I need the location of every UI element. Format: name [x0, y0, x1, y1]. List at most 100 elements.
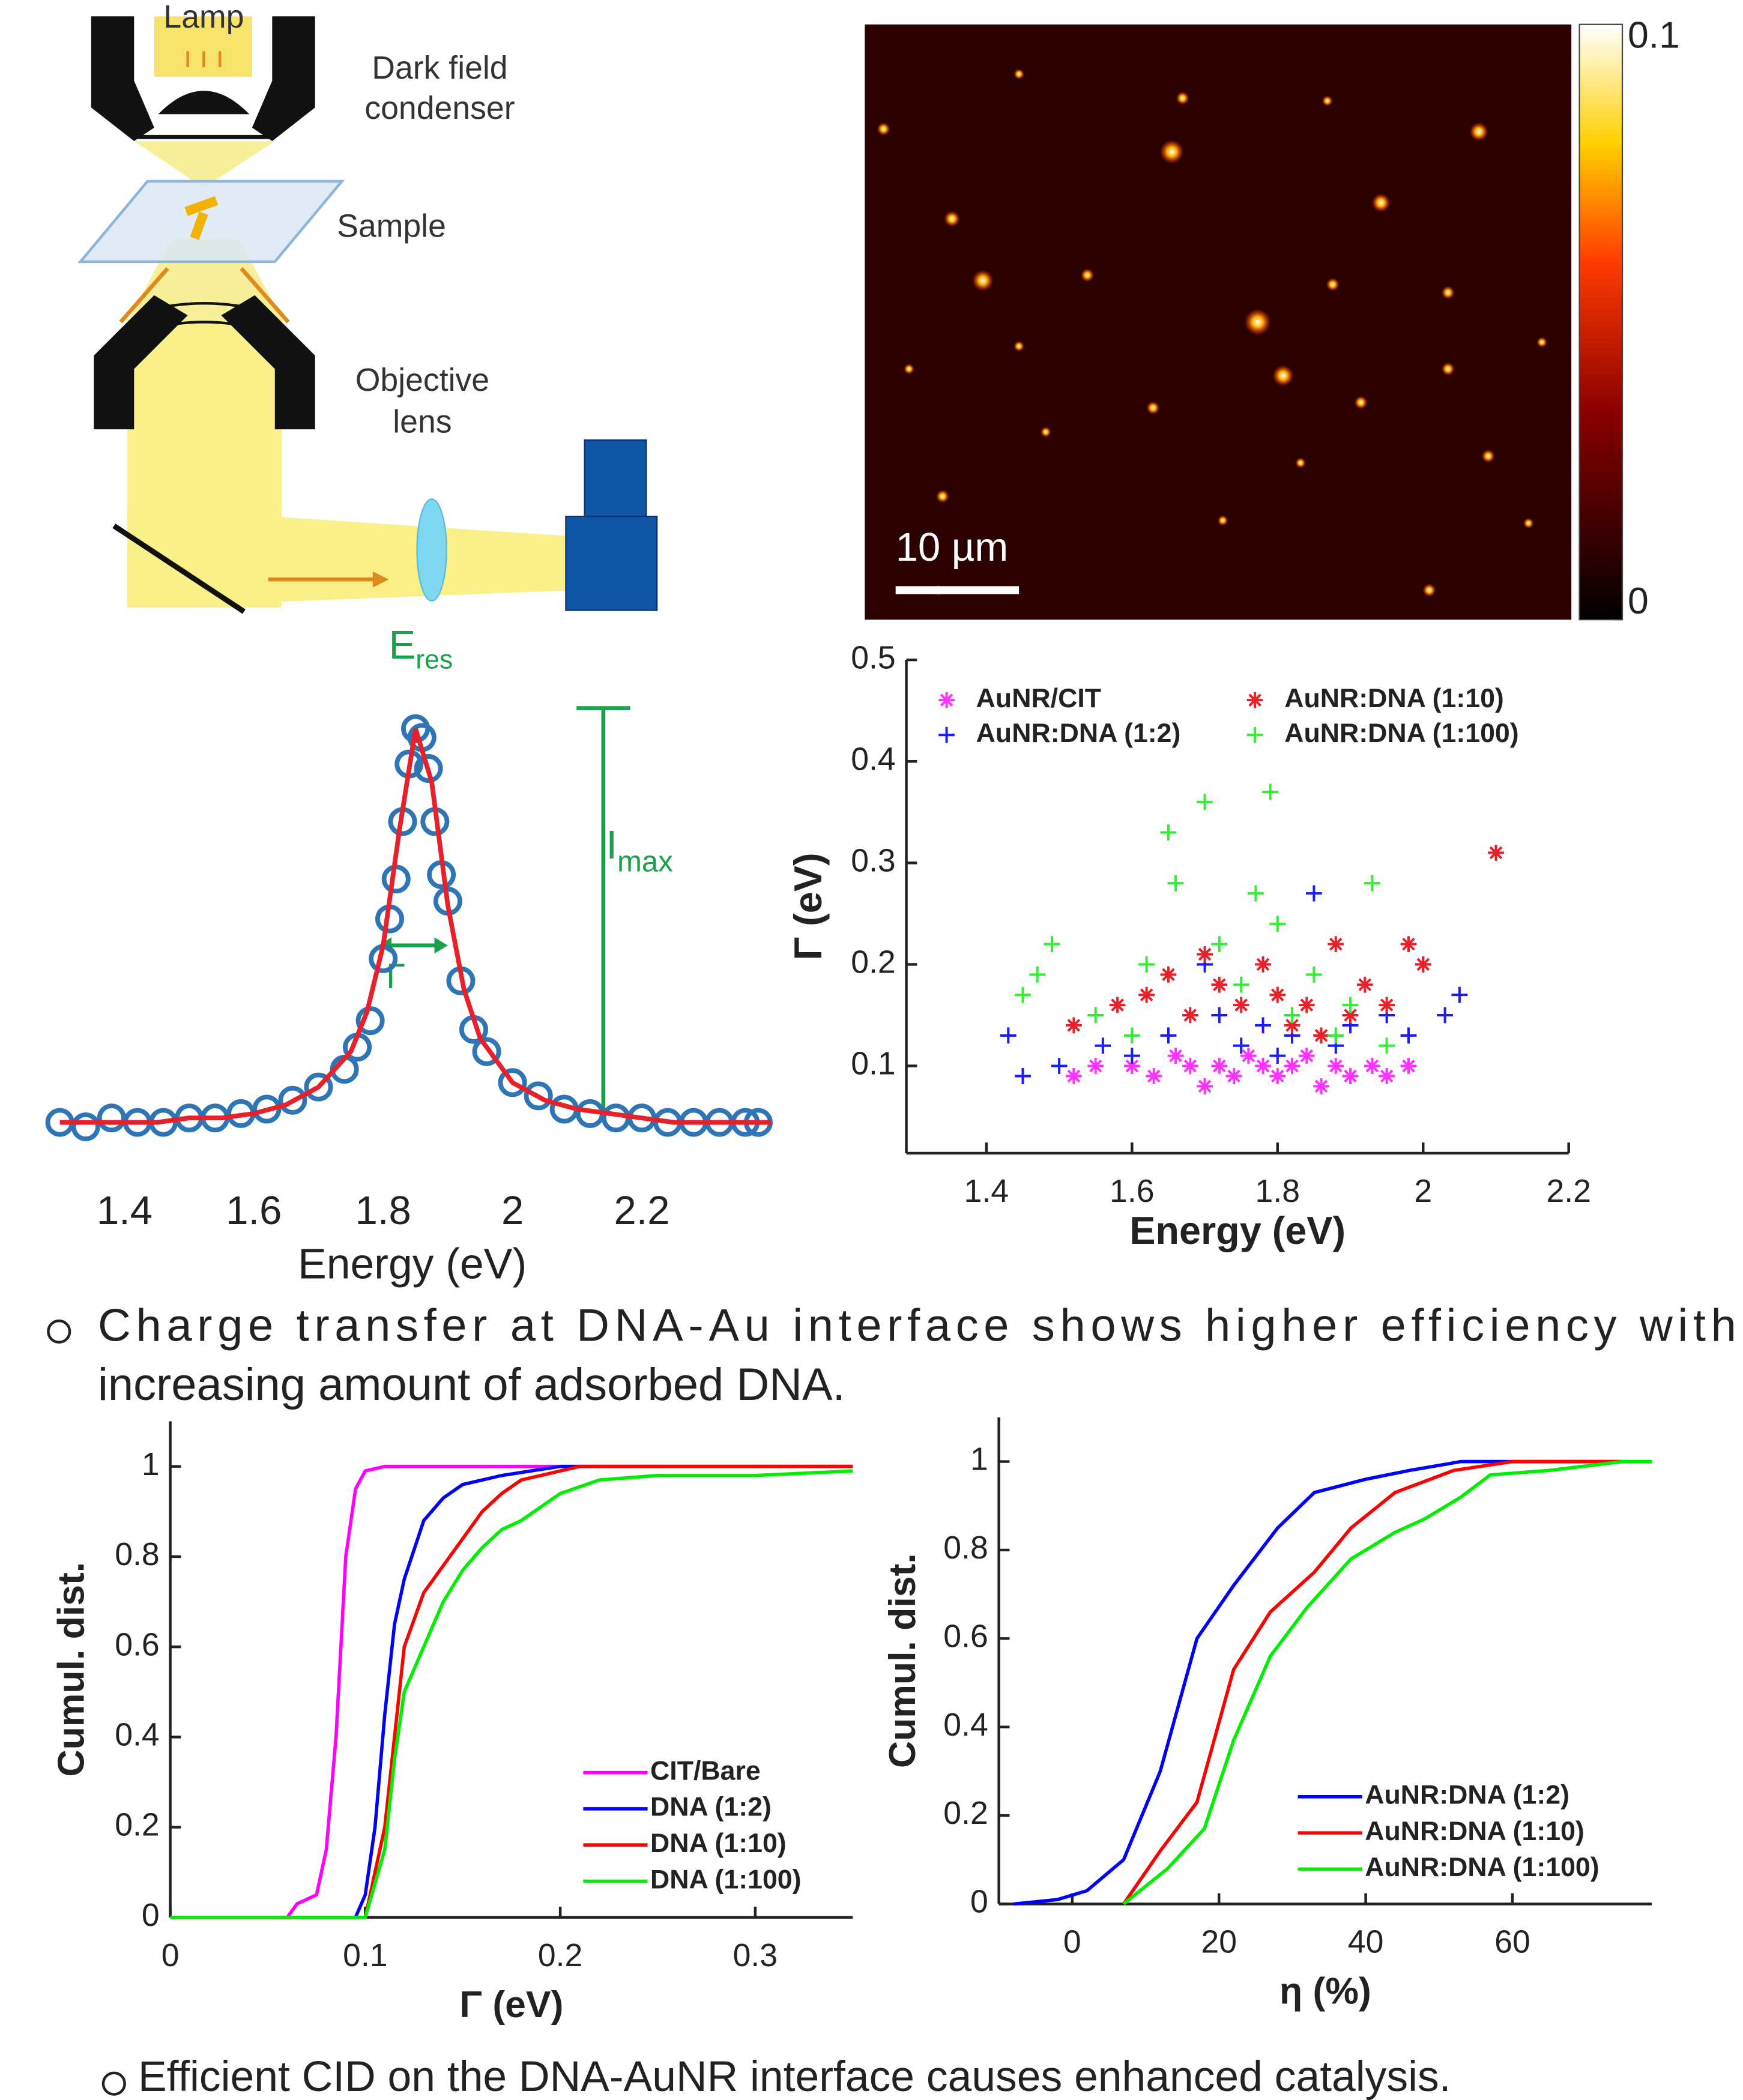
data-point — [1123, 1048, 1140, 1064]
data-point — [1211, 976, 1228, 993]
gamma-arrow — [434, 937, 448, 954]
objective-lens — [144, 302, 265, 331]
camera — [565, 516, 658, 611]
data-point — [1255, 1058, 1271, 1074]
bullet-text: increasing amount of adsorbed DNA. — [98, 1359, 845, 1410]
data-point — [1313, 1078, 1329, 1094]
x-axis-label: Energy (eV) — [298, 1240, 527, 1288]
data-point — [1248, 885, 1264, 902]
x-tick-label: 0.1 — [343, 1937, 387, 1973]
data-point — [1298, 1048, 1315, 1064]
colorbar-tick-label: 0.1 — [1628, 14, 1680, 56]
spectrum-annotations: Eres Imax Γ — [378, 623, 673, 1111]
data-line — [1122, 1459, 1652, 1905]
data-point — [1356, 976, 1373, 993]
data-point — [1109, 997, 1126, 1013]
data-point — [1284, 1058, 1300, 1074]
y-tick-label: 0.6 — [115, 1626, 159, 1662]
x-tick-label: 2.2 — [614, 1188, 669, 1233]
sample-slide — [77, 180, 345, 264]
data-point — [1233, 1037, 1249, 1054]
annotation: Imax — [606, 822, 673, 878]
legend-swatch — [938, 692, 955, 708]
data-point — [1451, 986, 1468, 1003]
data-point — [1328, 1058, 1344, 1074]
data-line — [170, 1464, 853, 1919]
x-tick-label: 0 — [1063, 1924, 1081, 1960]
data-point — [1000, 1027, 1016, 1044]
data-point — [601, 1103, 630, 1133]
legend-label: DNA (1:2) — [650, 1793, 772, 1822]
annotation-text: E — [389, 623, 416, 668]
x-tick-label: 0.2 — [538, 1937, 582, 1973]
objective — [94, 295, 188, 430]
y-tick-label: 1 — [142, 1446, 160, 1482]
y-tick-label: 0.1 — [851, 1046, 895, 1082]
diagram-label: Sample — [337, 208, 446, 244]
data-point — [355, 1006, 385, 1036]
objective — [221, 295, 315, 430]
data-point — [1167, 875, 1184, 892]
data-point — [1255, 1017, 1271, 1034]
data-point — [1138, 986, 1155, 1003]
data-point — [1379, 1068, 1395, 1084]
data-point — [1328, 936, 1344, 953]
legend-label: CIT/Bare — [650, 1756, 761, 1785]
colorbar-tick-label: 0 — [1628, 580, 1649, 622]
data-point — [1342, 997, 1359, 1013]
y-tick-label: 0.5 — [851, 639, 895, 675]
data-point — [71, 1112, 100, 1141]
data-line — [170, 1469, 853, 1919]
annotation-text: I — [606, 822, 617, 867]
y-tick-label: 0.2 — [851, 944, 895, 980]
data-point — [1029, 966, 1046, 983]
data-point — [498, 1068, 527, 1097]
x-tick-label: 1.4 — [97, 1188, 153, 1233]
chart: 0 20 40 60 0 0.2 0.4 0.6 0.8 1 η (%) Cumul. dist. Au… — [881, 1417, 1652, 2012]
scatter-arrows — [119, 267, 290, 324]
data-point — [1400, 1027, 1417, 1044]
legend-label: DNA (1:100) — [650, 1865, 801, 1894]
data-point — [1160, 824, 1177, 841]
legend-label: AuNR:DNA (1:100) — [1284, 719, 1518, 748]
data-point — [1400, 936, 1417, 953]
legend-label: DNA (1:10) — [650, 1829, 787, 1858]
data-point — [1437, 1007, 1454, 1024]
data-point — [1015, 1068, 1031, 1084]
data-point — [278, 1085, 307, 1115]
data-point — [1182, 1007, 1198, 1024]
y-tick-label: 0 — [970, 1884, 988, 1920]
data-point — [1284, 1017, 1300, 1034]
data-point — [97, 1103, 126, 1133]
data-point — [1160, 1027, 1177, 1044]
data-point — [1298, 997, 1315, 1013]
x-tick-label: 1.8 — [1255, 1173, 1300, 1209]
data-point — [1262, 783, 1279, 800]
data-point — [1233, 976, 1249, 993]
x-tick-label: 2.2 — [1546, 1173, 1590, 1209]
beam — [134, 140, 275, 189]
data-point — [381, 864, 411, 894]
data-point — [1306, 885, 1322, 902]
nanorod — [184, 196, 219, 216]
x-tick-label: 2 — [1414, 1173, 1432, 1209]
data-point — [1211, 1007, 1228, 1024]
data-point — [1313, 1027, 1329, 1044]
data-point — [1240, 1048, 1257, 1064]
data-point — [1400, 1058, 1417, 1074]
data-line — [1013, 1459, 1623, 1906]
light-arrow — [372, 571, 389, 588]
bullet-text: Charge transfer at DNA-Au interface show… — [98, 1300, 1736, 1351]
y-tick-label: 0 — [142, 1897, 160, 1933]
data-point — [1095, 1037, 1111, 1054]
data-line — [1122, 1459, 1623, 1905]
legend-swatch — [1246, 692, 1263, 708]
legend-box — [575, 1751, 845, 1904]
data-point — [1379, 997, 1395, 1013]
y-tick-label: 1 — [970, 1441, 988, 1477]
y-axis-label: Cumul. dist. — [881, 1553, 923, 1768]
y-tick-label: 0.2 — [943, 1795, 988, 1831]
data-point — [1065, 1068, 1082, 1084]
